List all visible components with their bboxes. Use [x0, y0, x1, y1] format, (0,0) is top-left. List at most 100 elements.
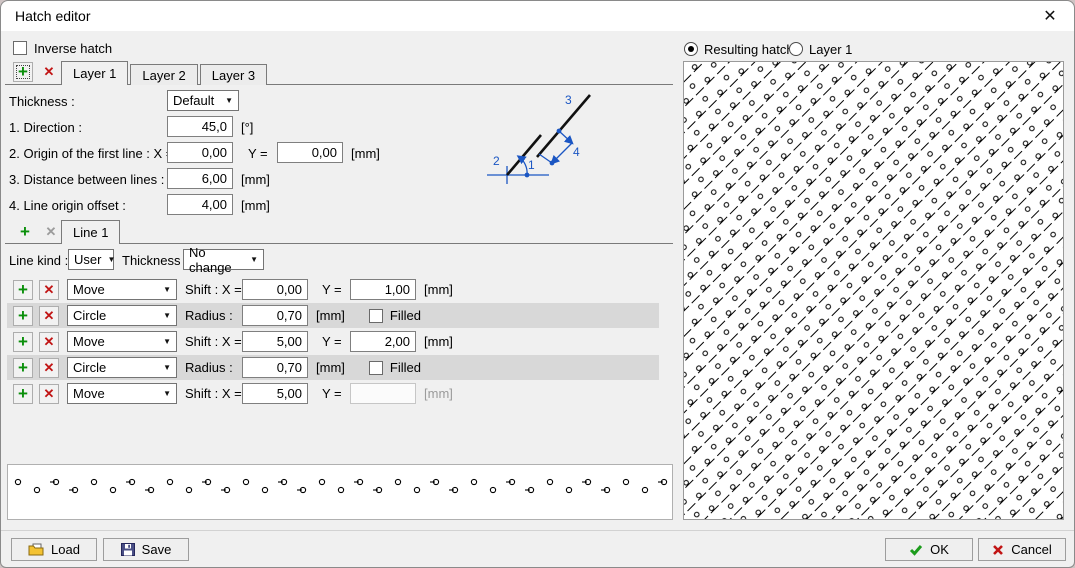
shift-x-input[interactable] — [242, 383, 308, 404]
tab-layer-1[interactable]: Layer 1 — [61, 61, 129, 85]
delete-step-button[interactable]: ✕ — [39, 279, 59, 300]
step-kind-value: Move — [73, 282, 105, 297]
plus-icon: + — [18, 357, 28, 377]
plus-icon: + — [18, 305, 28, 325]
add-step-button[interactable]: + — [13, 305, 33, 326]
add-step-button[interactable]: + — [13, 279, 33, 300]
inverse-hatch-checkbox[interactable] — [13, 41, 27, 55]
add-line-button[interactable]: + — [15, 222, 35, 242]
close-icon[interactable]: ✕ — [1043, 8, 1057, 25]
line-thickness-value: No change — [189, 244, 232, 275]
step-kind-select[interactable]: Circle ▼ — [67, 305, 177, 326]
chevron-down-icon: ▼ — [107, 255, 116, 264]
shift-x-input[interactable] — [242, 279, 308, 300]
add-step-button[interactable]: + — [13, 331, 33, 352]
offset-label: 4. Line origin offset : — [9, 198, 126, 213]
origin-y-input[interactable] — [277, 142, 343, 163]
direction-input[interactable] — [167, 116, 233, 137]
filled-label: Filled — [389, 360, 421, 375]
tab-label: Layer 1 — [73, 66, 117, 81]
tab-line-1[interactable]: Line 1 — [61, 220, 121, 244]
step-row-3: + ✕ Move ▼ Shift : X = Y = [mm] — [7, 329, 659, 354]
step-kind-value: Move — [73, 334, 105, 349]
delete-step-button[interactable]: ✕ — [39, 383, 59, 404]
step-kind-select[interactable]: Circle ▼ — [67, 357, 177, 378]
diagram-label-3: 3 — [565, 93, 572, 107]
floppy-disk-icon — [120, 543, 135, 556]
folder-open-icon — [28, 543, 44, 556]
step-kind-value: Circle — [73, 360, 107, 375]
cancel-label: Cancel — [1011, 542, 1052, 557]
distance-input[interactable] — [167, 168, 233, 189]
filled-label: Filled — [389, 308, 421, 323]
save-label: Save — [141, 542, 172, 557]
plus-icon: + — [18, 279, 28, 299]
x-icon — [993, 544, 1004, 555]
tab-layer-2[interactable]: Layer 2 — [130, 64, 198, 85]
shift-y-input[interactable] — [350, 331, 416, 352]
delete-step-button[interactable]: ✕ — [39, 305, 59, 326]
filled-checkbox[interactable] — [368, 360, 383, 375]
origin-unit: [mm] — [351, 146, 380, 161]
origin-y-label: Y = — [248, 146, 268, 161]
step-row-1: + ✕ Move ▼ Shift : X = Y = [mm] — [7, 277, 659, 302]
radio-resulting-hatch[interactable] — [684, 42, 698, 56]
add-step-button[interactable]: + — [13, 383, 33, 404]
delete-icon: ✕ — [43, 359, 55, 375]
step-kind-select[interactable]: Move ▼ — [67, 383, 177, 404]
shift-y-label: Y = — [322, 334, 342, 349]
chevron-down-icon: ▼ — [163, 363, 171, 372]
check-icon — [910, 544, 923, 556]
step-kind-value: Move — [73, 386, 105, 401]
remove-layer-button[interactable]: ✕ — [39, 62, 59, 82]
radio-layer-1[interactable] — [789, 42, 803, 56]
unit-label: [mm] — [424, 334, 453, 349]
load-button[interactable]: Load — [11, 538, 97, 561]
shift-y-label-disabled: Y = — [322, 386, 342, 401]
step-kind-select[interactable]: Move ▼ — [67, 331, 177, 352]
line-pattern-preview-canvas — [8, 465, 672, 519]
unit-label: [mm] — [316, 360, 345, 375]
chevron-down-icon: ▼ — [250, 255, 258, 264]
ok-button[interactable]: OK — [885, 538, 973, 561]
chevron-down-icon: ▼ — [163, 311, 171, 320]
filled-checkbox[interactable] — [368, 308, 383, 323]
diagram-label-1: 1 — [528, 158, 535, 172]
hatch-parameters-diagram: 1 2 3 4 — [487, 93, 591, 184]
line-tab-baseline — [5, 243, 673, 244]
ok-label: OK — [930, 542, 949, 557]
shift-x-label: Shift : X = — [185, 282, 242, 297]
shift-y-input[interactable] — [350, 279, 416, 300]
tab-label: Layer 3 — [211, 67, 256, 83]
footer-separator — [1, 530, 1074, 531]
diagram-label-2: 2 — [493, 154, 500, 168]
step-row-4: + ✕ Circle ▼ Radius : [mm] Filled — [7, 355, 659, 380]
radius-input[interactable] — [242, 305, 308, 326]
shift-y-input-disabled — [350, 383, 416, 404]
line-kind-select[interactable]: User ▼ — [68, 249, 116, 270]
line-thickness-select[interactable]: No change ▼ — [183, 245, 264, 275]
remove-line-button[interactable]: ✕ — [41, 222, 61, 242]
shift-x-label: Shift : X = — [185, 334, 242, 349]
load-label: Load — [51, 542, 80, 557]
tab-layer-3[interactable]: Layer 3 — [199, 64, 268, 85]
unit-label: [mm] — [424, 282, 453, 297]
save-button[interactable]: Save — [103, 538, 189, 561]
delete-step-button[interactable]: ✕ — [39, 357, 59, 378]
offset-input[interactable] — [167, 194, 233, 215]
direction-unit: [°] — [241, 120, 254, 135]
origin-x-input[interactable] — [167, 142, 233, 163]
direction-label: 1. Direction : — [9, 120, 82, 135]
step-row-2: + ✕ Circle ▼ Radius : [mm] Filled — [7, 303, 659, 328]
shift-x-input[interactable] — [242, 331, 308, 352]
unit-label-disabled: [mm] — [424, 386, 453, 401]
chevron-down-icon: ▼ — [225, 96, 233, 105]
cancel-button[interactable]: Cancel — [978, 538, 1066, 561]
add-step-button[interactable]: + — [13, 357, 33, 378]
step-kind-select[interactable]: Move ▼ — [67, 279, 177, 300]
radius-input[interactable] — [242, 357, 308, 378]
delete-step-button[interactable]: ✕ — [39, 331, 59, 352]
add-layer-button[interactable]: + — [13, 62, 33, 82]
thickness-select[interactable]: Default ▼ — [167, 90, 239, 111]
